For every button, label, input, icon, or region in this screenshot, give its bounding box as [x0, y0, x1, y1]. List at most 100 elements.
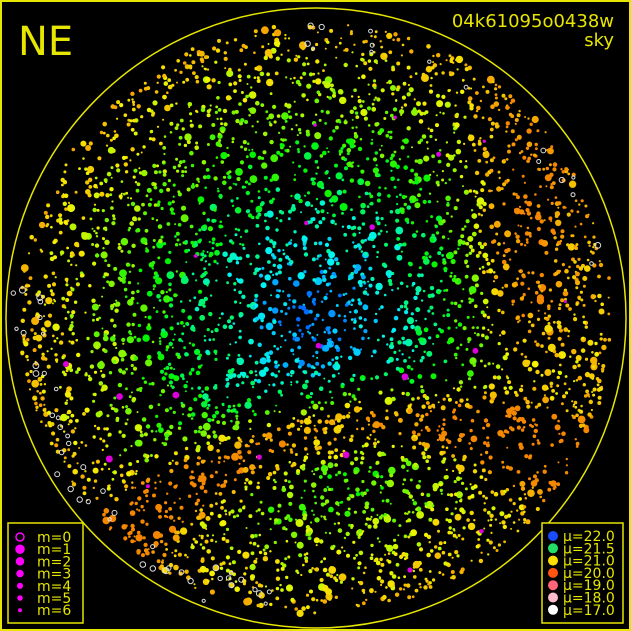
star-point — [353, 43, 356, 46]
star-point — [326, 95, 329, 98]
star-point — [398, 524, 402, 528]
star-point — [350, 271, 355, 276]
star-point — [410, 529, 417, 537]
star-point — [126, 122, 131, 127]
star-point — [211, 534, 215, 537]
star-point — [245, 527, 248, 529]
star-point — [547, 304, 551, 309]
star-point — [518, 442, 523, 448]
star-point — [203, 271, 208, 275]
star-point — [145, 359, 153, 367]
star-point — [316, 257, 319, 261]
star-point — [270, 294, 273, 297]
star-point — [136, 337, 142, 343]
star-point — [397, 178, 400, 182]
star-point — [194, 441, 197, 445]
star-point — [497, 543, 501, 547]
star-point — [504, 347, 508, 351]
star-point — [522, 293, 526, 297]
star-point — [279, 583, 282, 587]
star-point — [137, 496, 142, 501]
star-point — [313, 439, 321, 446]
star-point — [273, 344, 276, 348]
star-point — [477, 159, 482, 163]
star-point — [340, 355, 343, 358]
star-point — [465, 347, 469, 351]
star-point — [254, 378, 257, 382]
magnitude-legend-label: m=1 — [37, 542, 71, 558]
star-point — [343, 549, 346, 553]
star-point — [508, 385, 513, 390]
star-point — [20, 264, 29, 272]
star-point — [105, 444, 109, 448]
star-point — [564, 471, 569, 475]
star-point — [380, 144, 383, 147]
star-point — [379, 422, 384, 427]
star-point — [303, 436, 308, 440]
star-point — [154, 454, 159, 459]
star-point — [269, 139, 274, 145]
star-point — [173, 451, 178, 456]
star-point — [322, 470, 327, 476]
star-point — [432, 54, 435, 58]
star-point — [288, 501, 293, 506]
star-point — [235, 420, 240, 426]
star-point — [230, 199, 234, 203]
star-point — [343, 318, 347, 323]
star-point — [568, 180, 577, 188]
star-point — [284, 479, 288, 483]
star-point — [227, 272, 232, 278]
star-point — [367, 124, 371, 127]
star-point — [372, 349, 377, 354]
star-point — [588, 395, 591, 398]
star-point — [380, 88, 385, 93]
star-point — [279, 152, 284, 157]
star-point — [189, 119, 193, 123]
star-point — [36, 390, 39, 393]
brightness-legend-label: μ=21.5 — [563, 541, 615, 557]
star-point — [303, 417, 311, 425]
star-point — [607, 338, 612, 342]
star-point — [80, 474, 85, 479]
star-point — [225, 266, 228, 269]
star-point — [435, 231, 440, 235]
star-point — [314, 436, 317, 440]
star-point — [423, 350, 427, 354]
star-point — [426, 534, 432, 540]
star-point — [344, 303, 349, 307]
star-point — [320, 406, 324, 411]
star-point — [158, 299, 162, 302]
star-point — [499, 522, 502, 525]
star-point — [167, 362, 172, 366]
star-point — [56, 337, 59, 340]
star-point — [261, 162, 268, 169]
star-point — [75, 338, 78, 342]
star-point — [143, 542, 148, 548]
star-point — [269, 270, 273, 274]
star-point — [197, 477, 203, 483]
star-point — [95, 459, 100, 464]
star-point — [452, 415, 457, 420]
star-point — [566, 243, 570, 247]
star-point — [496, 375, 502, 380]
star-point — [81, 216, 86, 220]
star-point — [161, 376, 166, 381]
star-point — [84, 444, 88, 447]
star-point — [257, 342, 262, 347]
star-point — [252, 541, 257, 546]
star-point — [202, 504, 205, 507]
star-point — [203, 489, 208, 494]
star-point — [293, 230, 297, 234]
star-point — [177, 552, 182, 557]
star-point — [283, 449, 286, 452]
star-point — [103, 508, 110, 514]
star-point — [291, 81, 294, 84]
star-point — [487, 362, 491, 366]
star-point — [266, 422, 272, 428]
star-point — [174, 235, 177, 238]
star-point — [191, 543, 194, 546]
star-point — [318, 386, 324, 392]
star-point — [58, 220, 64, 225]
star-point — [283, 471, 288, 476]
star-point — [374, 375, 380, 380]
